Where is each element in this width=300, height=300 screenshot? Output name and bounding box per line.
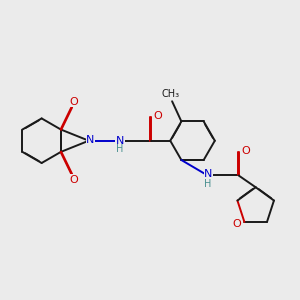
Text: O: O [153, 111, 162, 121]
Text: O: O [241, 146, 250, 156]
Text: CH₃: CH₃ [161, 89, 180, 100]
Text: O: O [232, 218, 241, 229]
Text: O: O [69, 175, 78, 185]
Text: N: N [116, 136, 124, 146]
Text: O: O [69, 97, 78, 107]
Text: H: H [204, 179, 212, 189]
Text: H: H [116, 144, 124, 154]
Text: N: N [204, 169, 212, 179]
Text: N: N [86, 135, 94, 145]
